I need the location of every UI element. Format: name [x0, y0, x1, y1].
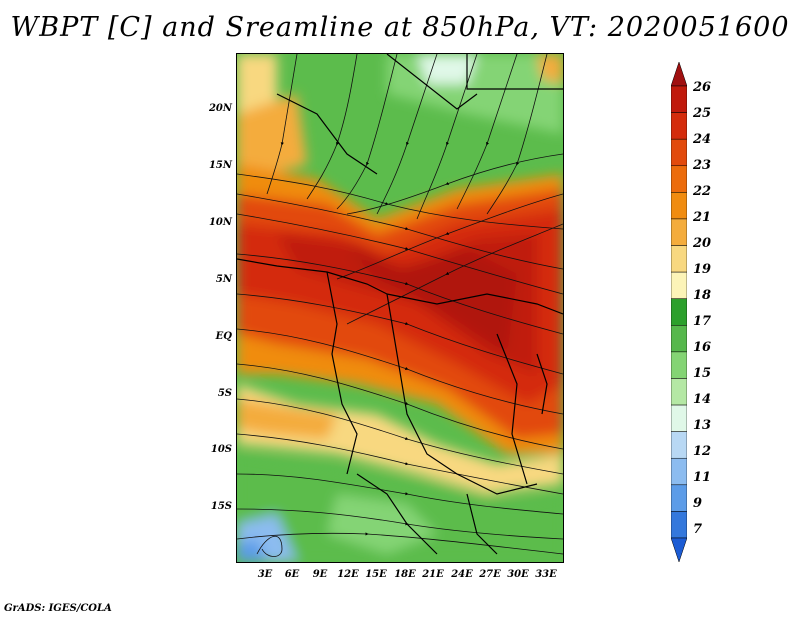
colorbar-segment — [670, 404, 688, 432]
lon-label: 21E — [422, 569, 444, 580]
colorbar-label: 12 — [693, 444, 712, 459]
colorbar-label: 18 — [693, 288, 712, 303]
colorbar-segment — [670, 85, 688, 113]
colorbar-graphic — [670, 61, 688, 563]
lon-label: 18E — [394, 569, 416, 580]
lon-label: 24E — [451, 569, 473, 580]
streamlines — [237, 54, 563, 557]
map-panel — [236, 53, 564, 563]
colorbar-label: 20 — [693, 236, 712, 251]
colorbar-label: 17 — [693, 314, 712, 329]
colorbar-segment — [670, 484, 688, 512]
lat-label: 5S — [217, 388, 232, 399]
colorbar-segment — [670, 298, 688, 326]
lat-label: 20N — [208, 103, 232, 114]
lon-label: 27E — [479, 569, 501, 580]
colorbar-segment — [670, 325, 688, 353]
colorbar-segment — [670, 537, 688, 563]
colorbar-label: 19 — [693, 262, 712, 277]
lat-label: 15S — [210, 501, 232, 512]
colorbar-segment — [670, 61, 688, 87]
colorbar-label: 22 — [693, 184, 712, 199]
colorbar-segment — [670, 218, 688, 246]
colorbar-segment — [670, 378, 688, 406]
lat-label: 5N — [215, 274, 232, 285]
colorbar-label: 15 — [693, 366, 712, 381]
colorbar-segment — [670, 351, 688, 379]
colorbar-segment — [670, 112, 688, 140]
lon-label: 30E — [507, 569, 529, 580]
country-borders — [237, 54, 563, 555]
colorbar-label: 11 — [693, 470, 712, 485]
colorbar-label: 25 — [693, 106, 712, 121]
colorbar-segment — [670, 457, 688, 486]
colorbar-label: 14 — [693, 392, 712, 407]
chart-title: WBPT [C] and Sreamline at 850hPa, VT: 20… — [10, 12, 790, 43]
lon-label: 33E — [535, 569, 557, 580]
colorbar — [670, 61, 688, 566]
lon-label: 9E — [312, 569, 328, 580]
lon-label: 6E — [284, 569, 300, 580]
colorbar-segment — [670, 431, 688, 459]
lon-label: 12E — [337, 569, 359, 580]
colorbar-segment — [670, 511, 688, 539]
colorbar-segment — [670, 138, 688, 167]
wbpt-field-map — [237, 54, 563, 562]
colorbar-label: 26 — [693, 80, 712, 95]
colorbar-label: 7 — [693, 522, 703, 537]
lat-label: 15N — [208, 160, 232, 171]
colorbar-segment — [670, 271, 688, 299]
lat-label: EQ — [215, 331, 232, 342]
colorbar-label: 24 — [693, 132, 712, 147]
colorbar-label: 9 — [693, 496, 703, 511]
lat-label: 10N — [208, 217, 232, 228]
colorbar-segment — [670, 192, 688, 220]
colorbar-segment — [670, 165, 688, 193]
colorbar-label: 21 — [693, 210, 712, 225]
footer-credit: GrADS: IGES/COLA — [4, 603, 112, 614]
lon-label: 15E — [365, 569, 387, 580]
colorbar-label: 23 — [693, 158, 712, 173]
lat-label: 10S — [210, 444, 232, 455]
colorbar-segment — [670, 245, 688, 273]
colorbar-label: 13 — [693, 418, 712, 433]
colorbar-label: 16 — [693, 340, 712, 355]
lon-label: 3E — [257, 569, 273, 580]
